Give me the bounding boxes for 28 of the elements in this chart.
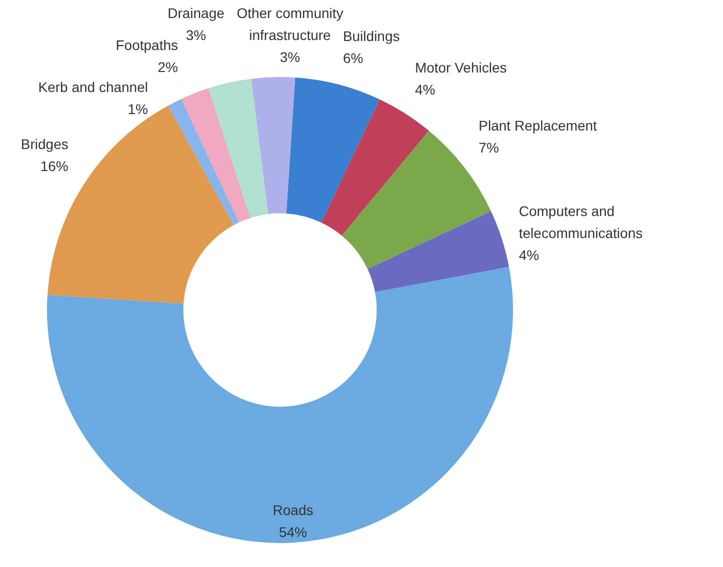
data-label: 4%	[414, 81, 436, 98]
donut-slice	[368, 211, 509, 292]
data-label: 3%	[280, 49, 300, 65]
slice-label: Motor Vehicles	[414, 59, 507, 76]
slice-label: Bridges	[20, 136, 68, 152]
slice-label: Other community infrastructure	[236, 5, 344, 43]
data-label: 3%	[186, 27, 206, 43]
data-label: 6%	[342, 50, 364, 66]
slice-label: Kerb and channel	[38, 79, 148, 95]
donut-slice	[47, 266, 513, 543]
slice-label: Buildings	[342, 28, 400, 44]
donut-slice	[251, 77, 296, 214]
donut-slice	[286, 77, 380, 223]
slice-label: Roads	[272, 502, 314, 518]
slice-label: Plant Replacement	[478, 118, 598, 134]
data-label: 54%	[278, 524, 308, 540]
slice-label: Footpaths	[116, 37, 178, 53]
donut-slice	[321, 99, 429, 236]
slice-label: Computers and telecommunications	[518, 202, 643, 241]
donut-slice	[208, 78, 268, 218]
data-label: 7%	[478, 140, 499, 156]
data-label: 2%	[158, 59, 178, 75]
slice-label: Drainage	[168, 5, 225, 21]
donut-slice	[168, 98, 240, 226]
data-label: 4%	[518, 246, 540, 263]
donut-slice	[181, 88, 250, 222]
data-label: 1%	[128, 101, 148, 117]
data-label: 16%	[40, 158, 68, 174]
